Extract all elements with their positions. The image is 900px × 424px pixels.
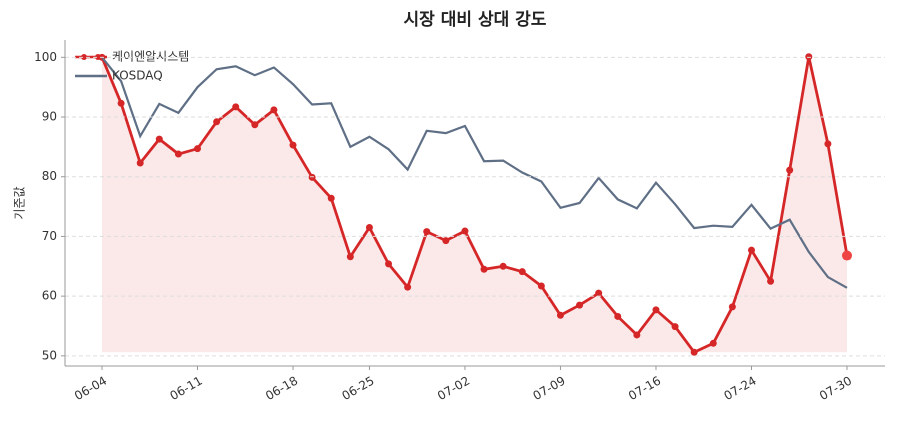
point (671, 323, 679, 331)
point (728, 303, 736, 311)
point (155, 135, 163, 143)
x-tick-label: 06-18 (263, 374, 300, 404)
point (480, 265, 488, 273)
point (232, 103, 240, 111)
point (270, 106, 278, 114)
point (805, 53, 813, 61)
point (327, 194, 335, 202)
point (346, 253, 354, 261)
point (518, 268, 526, 276)
point (614, 312, 622, 320)
point (136, 159, 144, 167)
point (251, 121, 259, 129)
point (442, 237, 450, 245)
point (385, 260, 393, 268)
x-tick-label: 07-16 (626, 374, 663, 404)
point (174, 150, 182, 158)
area (102, 56, 847, 353)
chart-title: 시장 대비 상대 강도 (404, 10, 547, 30)
x-tick-label: 07-24 (722, 374, 759, 404)
y-tick-label: 50 (42, 348, 57, 362)
point (595, 289, 603, 297)
point (213, 118, 221, 126)
point (690, 348, 698, 356)
y-tick-label: 60 (42, 289, 57, 303)
point (709, 339, 717, 347)
point (576, 301, 584, 309)
point (423, 228, 431, 236)
point (365, 223, 373, 231)
point (652, 306, 660, 314)
x-tick-label: 06-11 (168, 374, 205, 404)
point (747, 246, 755, 254)
line (101, 56, 848, 289)
x-tick-label: 06-25 (339, 374, 376, 404)
y-tick-label: 80 (42, 169, 57, 183)
point (308, 173, 316, 181)
legend-label: KOSDAQ (112, 69, 163, 83)
y-tick-label: 90 (42, 110, 57, 124)
x-tick-label: 07-30 (817, 374, 854, 404)
point (633, 331, 641, 339)
x-tick-label: 07-09 (531, 374, 568, 404)
point (824, 140, 832, 148)
point (461, 227, 469, 235)
point (556, 311, 564, 319)
legend-label: 케이엔알시스템 (112, 50, 189, 64)
x-tick-label: 06-04 (72, 374, 109, 404)
point (786, 166, 794, 174)
y-tick-label: 100 (34, 50, 57, 64)
x-tick-label: 07-02 (435, 374, 472, 404)
point (767, 277, 775, 285)
point (194, 145, 202, 153)
line (100, 56, 849, 355)
point (289, 141, 297, 149)
y-tick-label: 70 (42, 229, 57, 243)
y-axis-label: 기준값 (13, 186, 27, 219)
point (404, 283, 412, 291)
point (842, 250, 852, 261)
point (117, 99, 125, 107)
point (499, 262, 507, 270)
point (537, 282, 545, 290)
